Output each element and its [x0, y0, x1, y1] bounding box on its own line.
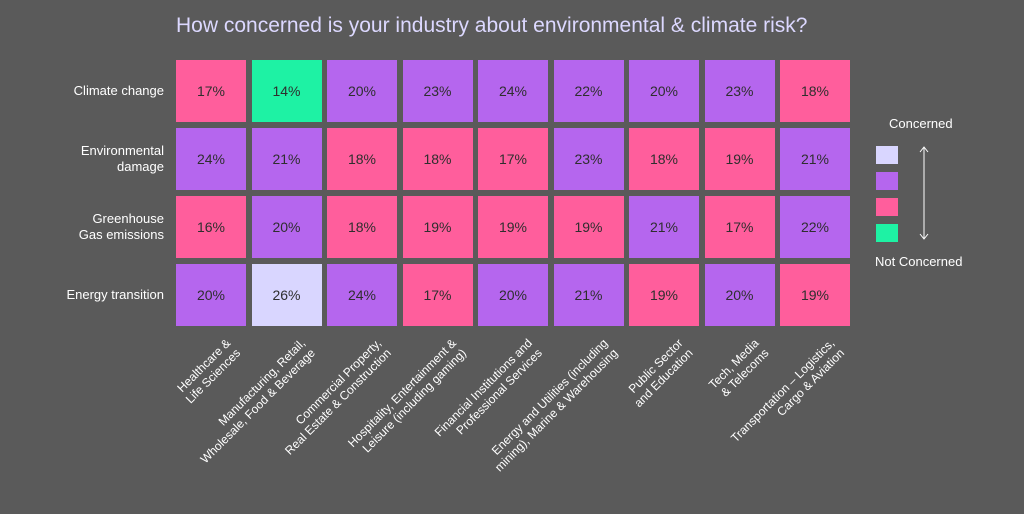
row-label-line: damage — [117, 159, 164, 174]
row-label-line: Greenhouse — [92, 211, 164, 226]
legend-bottom-label: Not Concerned — [875, 254, 963, 269]
heatmap-cell: 23% — [402, 60, 473, 122]
heatmap-cell: 19% — [402, 196, 473, 258]
heatmap-cell: 19% — [629, 264, 699, 326]
heatmap-cell: 18% — [327, 196, 397, 258]
heatmap-cell: 24% — [478, 60, 548, 122]
heatmap-cell: 20% — [327, 60, 397, 122]
column-label-line: Energy and Utilities (including — [488, 336, 611, 458]
row-label: Energy transition — [20, 287, 164, 303]
heatmap-cell: 22% — [780, 196, 850, 258]
heatmap-cell: 24% — [327, 264, 397, 326]
heatmap-cell: 21% — [553, 264, 624, 326]
heatmap-cell: 17% — [704, 196, 775, 258]
heatmap-cell: 17% — [402, 264, 473, 326]
heatmap-cell: 18% — [780, 60, 850, 122]
heatmap-cell: 18% — [402, 128, 473, 190]
heatmap-cell: 19% — [478, 196, 548, 258]
heatmap-cell: 19% — [704, 128, 775, 190]
heatmap-cell: 23% — [704, 60, 775, 122]
heatmap-cell: 20% — [478, 264, 548, 326]
heatmap-cell: 24% — [176, 128, 246, 190]
legend-top-label: Concerned — [889, 116, 953, 131]
heatmap-cell: 20% — [704, 264, 775, 326]
heatmap-cell: 19% — [780, 264, 850, 326]
column-label: Public Sector and Education — [622, 336, 696, 410]
row-label-line: Gas emissions — [78, 227, 164, 242]
legend-swatch — [876, 172, 898, 190]
heatmap-cell: 21% — [629, 196, 699, 258]
row-label-line: Climate change — [73, 83, 164, 98]
heatmap-cell: 20% — [176, 264, 246, 326]
heatmap-cell: 22% — [553, 60, 624, 122]
row-label: Climate change — [20, 83, 164, 99]
row-label-line: Energy transition — [66, 287, 164, 302]
heatmap-cell: 17% — [478, 128, 548, 190]
heatmap-cell: 20% — [629, 60, 699, 122]
heatmap-cell: 21% — [780, 128, 850, 190]
heatmap-cell: 20% — [251, 196, 322, 258]
legend-swatch — [876, 146, 898, 164]
heatmap-cell: 26% — [251, 264, 322, 326]
chart-title: How concerned is your industry about env… — [176, 14, 808, 37]
legend-swatch — [876, 224, 898, 242]
heatmap-cell: 23% — [553, 128, 624, 190]
heatmap-cell: 21% — [251, 128, 322, 190]
heatmap-cell: 18% — [327, 128, 397, 190]
legend-swatch — [876, 198, 898, 216]
heatmap-cell: 16% — [176, 196, 246, 258]
heatmap-cell: 17% — [176, 60, 246, 122]
double-arrow-icon — [919, 146, 929, 240]
heatmap-cell: 18% — [629, 128, 699, 190]
heatmap-cell: 14% — [251, 60, 322, 122]
heatmap-cell: 19% — [553, 196, 624, 258]
row-label: Greenhouse Gas emissions — [20, 211, 164, 243]
column-label: Healthcare & Life Sciences — [173, 336, 243, 406]
column-label: Tech, Media & Telecoms — [706, 336, 772, 402]
row-label-line: Environmental — [80, 143, 164, 158]
row-label: Environmental damage — [20, 143, 164, 175]
